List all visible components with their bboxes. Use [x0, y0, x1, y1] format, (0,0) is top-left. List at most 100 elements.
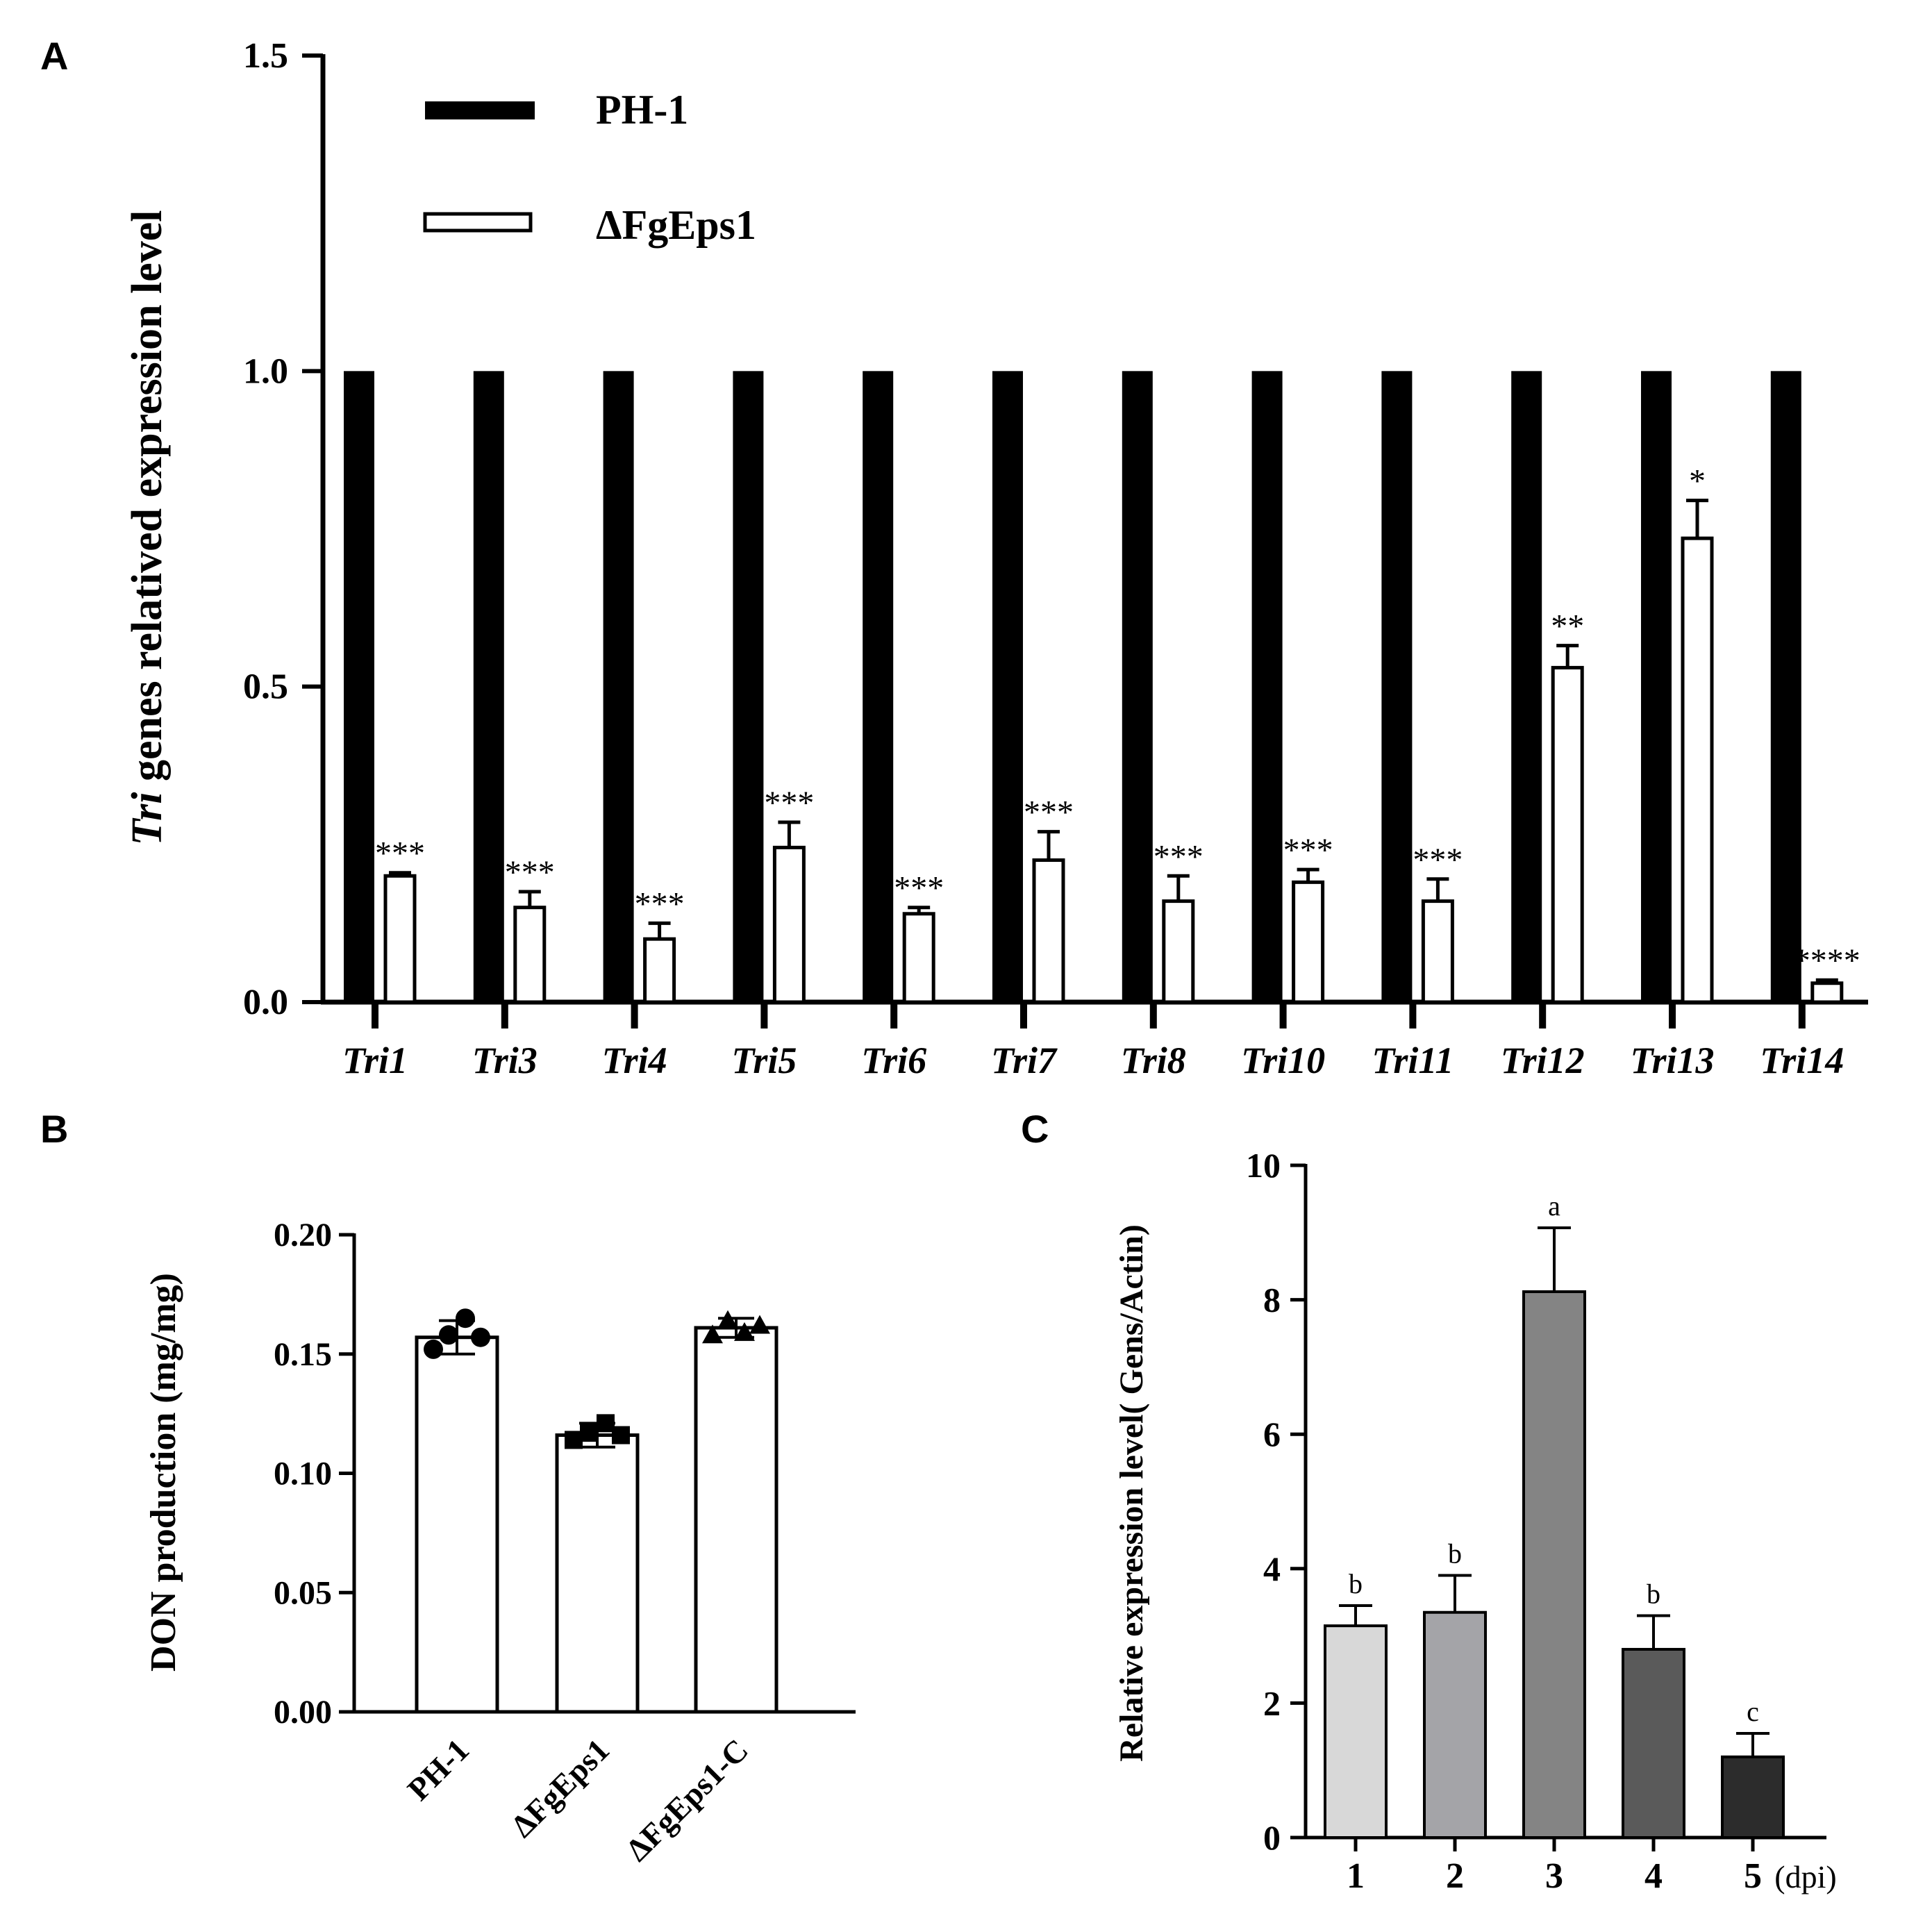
panel-label-a: A — [40, 34, 68, 78]
b-point-0-3 — [471, 1327, 490, 1347]
a-y-axis-title-rest: genes relatived expression level — [124, 210, 171, 792]
c-letter-2: b — [1448, 1538, 1462, 1569]
b-x-label-2: ΔFgEps1-C — [619, 1732, 755, 1868]
c-bar-day-1 — [1324, 1624, 1388, 1840]
b-point-2-3 — [749, 1315, 770, 1334]
b-point-0-0 — [424, 1339, 443, 1359]
b-point-1-2 — [597, 1414, 615, 1433]
a-bar-mutant-Tri13 — [1681, 536, 1714, 1004]
c-x-label-3: 3 — [1545, 1856, 1563, 1896]
c-y-tick-label: 4 — [1263, 1549, 1281, 1588]
b-x-label-0: PH-1 — [401, 1732, 476, 1807]
chart-c-relative-expression: 0 2 4 6 8 10 Relative expression level( Gens/A… — [1113, 1146, 1837, 1896]
a-x-label-Tri14: Tri14 — [1760, 1040, 1844, 1081]
a-bar-mutant-Tri4 — [643, 937, 676, 1004]
c-x-unit: (dpi) — [1774, 1859, 1836, 1894]
b-bar-2 — [694, 1326, 778, 1714]
b-bar-1 — [555, 1433, 640, 1714]
c-x-label-2: 2 — [1446, 1856, 1464, 1896]
b-point-1-3 — [612, 1426, 630, 1444]
c-y-axis-title: Relative expression level( Gens/Actin) — [1113, 1224, 1150, 1762]
b-y-tick-label: 0.10 — [274, 1456, 332, 1492]
a-significance-Tri14: **** — [1794, 942, 1860, 979]
a-bar-mutant-Tri12 — [1551, 665, 1584, 1004]
a-bar-mutant-Tri6 — [902, 912, 935, 1004]
b-point-2-0 — [702, 1324, 723, 1344]
c-bar-day-3 — [1522, 1290, 1586, 1839]
a-x-label-Tri6: Tri6 — [861, 1040, 926, 1081]
b-y-tick-label: 0.00 — [274, 1694, 332, 1731]
c-letter-5: c — [1747, 1696, 1759, 1727]
a-x-label-Tri10: Tri10 — [1241, 1040, 1325, 1081]
a-bar-mutant-Tri7 — [1032, 858, 1065, 1004]
a-significance-Tri11: *** — [1413, 842, 1463, 878]
a-x-label-Tri12: Tri12 — [1501, 1040, 1585, 1081]
panel-label-c: C — [1021, 1107, 1049, 1151]
b-x-label-1: ΔFgEps1 — [504, 1732, 616, 1844]
a-x-label-Tri1: Tri1 — [342, 1040, 408, 1081]
a-y-axis-title: Tri genes relatived expression level — [124, 210, 171, 846]
a-bar-ph1-Tri4 — [603, 371, 634, 1002]
a-bar-ph1-Tri13 — [1641, 371, 1672, 1002]
b-point-1-0 — [565, 1431, 583, 1449]
a-bar-ph1-Tri7 — [992, 371, 1023, 1002]
b-y-tick-label: 0.05 — [274, 1574, 332, 1611]
chart-a-tri-genes: 0.0 0.5 1.0 1.5 Tri genes relatived expressi… — [124, 36, 1868, 1081]
a-x-label-Tri5: Tri5 — [731, 1040, 797, 1081]
a-bar-mutant-Tri3 — [513, 906, 547, 1004]
a-legend-swatch-mutant — [423, 212, 533, 233]
a-bar-mutant-Tri5 — [772, 845, 806, 1004]
b-bar-0 — [415, 1335, 499, 1714]
a-bar-mutant-Tri1 — [383, 874, 417, 1004]
a-significance-Tri7: *** — [1024, 794, 1074, 831]
a-x-label-Tri13: Tri13 — [1631, 1040, 1715, 1081]
a-y-tick-label: 0.5 — [243, 667, 288, 707]
panel-label-b: B — [40, 1107, 68, 1151]
a-significance-Tri10: *** — [1283, 832, 1333, 869]
c-letter-1: b — [1349, 1568, 1363, 1599]
b-y-axis-title: DON production (mg/mg) — [144, 1273, 183, 1672]
a-y-tick-label: 0.0 — [243, 983, 288, 1022]
c-y-tick-label: 8 — [1263, 1281, 1281, 1319]
a-y-axis-title-italic: Tri — [124, 792, 171, 846]
a-bar-mutant-Tri14 — [1810, 981, 1844, 1004]
a-significance-Tri5: *** — [764, 785, 814, 822]
a-bar-mutant-Tri11 — [1421, 899, 1454, 1004]
a-bar-mutant-Tri8 — [1162, 899, 1195, 1004]
c-x-label-4: 4 — [1644, 1856, 1663, 1896]
b-point-2-1 — [717, 1310, 738, 1329]
b-point-0-1 — [439, 1325, 458, 1345]
a-significance-Tri12: ** — [1551, 608, 1584, 645]
a-significance-Tri4: *** — [635, 885, 685, 922]
a-legend-swatch-ph1 — [425, 101, 535, 119]
c-x-label-1: 1 — [1347, 1856, 1365, 1896]
a-bar-ph1-Tri12 — [1511, 371, 1542, 1002]
a-bar-ph1-Tri3 — [473, 371, 504, 1002]
a-bar-ph1-Tri5 — [733, 371, 764, 1002]
b-point-1-1 — [580, 1424, 598, 1442]
c-y-tick-label: 6 — [1263, 1415, 1281, 1454]
a-bar-ph1-Tri8 — [1122, 371, 1153, 1002]
a-significance-Tri3: *** — [505, 854, 555, 891]
c-y-tick-label: 0 — [1263, 1818, 1281, 1857]
a-x-label-Tri3: Tri3 — [472, 1040, 538, 1081]
b-point-0-2 — [456, 1308, 475, 1329]
a-y-tick-label: 1.5 — [243, 36, 288, 76]
a-significance-Tri1: *** — [375, 835, 425, 872]
c-x-label-5: 5 — [1744, 1856, 1762, 1896]
c-letter-4: b — [1647, 1579, 1660, 1610]
a-bar-ph1-Tri11 — [1381, 371, 1413, 1002]
a-bar-ph1-Tri14 — [1770, 371, 1801, 1002]
b-point-2-2 — [734, 1322, 755, 1341]
a-bar-ph1-Tri1 — [344, 371, 374, 1002]
a-x-label-Tri8: Tri8 — [1121, 1040, 1186, 1081]
a-bar-ph1-Tri10 — [1251, 371, 1283, 1002]
a-bar-ph1-Tri6 — [863, 371, 894, 1002]
c-bar-day-2 — [1423, 1610, 1487, 1839]
a-significance-Tri8: *** — [1154, 838, 1204, 875]
c-bar-day-4 — [1622, 1647, 1685, 1839]
b-y-tick-label: 0.15 — [274, 1336, 332, 1373]
a-legend-label-mutant: ΔFgEps1 — [596, 202, 756, 248]
a-bar-mutant-Tri10 — [1292, 880, 1325, 1004]
